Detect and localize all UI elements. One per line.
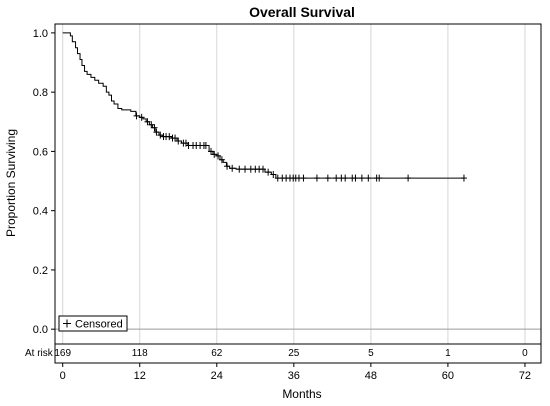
censor-mark <box>208 147 215 155</box>
plot-frame <box>54 23 542 364</box>
at-risk-count: 25 <box>288 348 300 359</box>
axes: 0.0 0.2 0.4 0.6 0.8 1.0 0 12 24 36 48 60 72 <box>33 23 542 382</box>
censor-mark <box>224 162 231 170</box>
x-tick-label: 24 <box>211 370 223 382</box>
at-risk-count: 169 <box>54 348 71 359</box>
censor-mark <box>166 133 173 141</box>
censor-mark <box>242 165 249 173</box>
censor-mark <box>358 174 365 182</box>
at-risk-count: 5 <box>368 348 374 359</box>
grid-lines <box>55 24 541 344</box>
censor-mark <box>260 165 267 173</box>
censor-mark <box>265 168 272 176</box>
y-tick-label: 0.6 <box>33 146 48 158</box>
x-tick-label: 48 <box>365 370 377 382</box>
censor-mark <box>342 174 349 182</box>
at-risk-label: At risk <box>25 348 54 359</box>
censor-mark <box>157 131 164 139</box>
at-risk-count: 118 <box>132 348 148 359</box>
x-tick-label: 0 <box>60 370 66 382</box>
censor-mark <box>313 174 320 182</box>
chart-title: Overall Survival <box>249 4 355 20</box>
censor-mark <box>144 118 151 126</box>
legend-label-censored: Censored <box>75 319 123 331</box>
censor-mark <box>215 152 222 160</box>
censor-mark <box>218 156 225 164</box>
censor-mark <box>133 112 140 120</box>
censor-mark <box>333 174 340 182</box>
censor-marks <box>133 112 467 182</box>
censor-mark <box>236 165 243 173</box>
x-tick-label: 12 <box>134 370 146 382</box>
censor-mark <box>172 134 179 142</box>
censor-mark <box>324 174 331 182</box>
at-risk-row: 169 118 62 25 5 1 0 <box>54 348 528 359</box>
x-tick-label: 36 <box>288 370 300 382</box>
censor-mark <box>300 174 307 182</box>
censor-mark <box>352 174 359 182</box>
censor-mark <box>365 174 372 182</box>
censor-mark <box>270 171 277 179</box>
x-tick-label: 60 <box>442 370 454 382</box>
survival-curve-group <box>62 32 465 179</box>
censor-mark <box>211 150 218 158</box>
at-risk-count: 0 <box>522 348 528 359</box>
censor-mark <box>175 137 182 145</box>
censor-mark <box>148 121 155 129</box>
y-tick-label: 0.2 <box>33 265 48 277</box>
censor-mark <box>151 124 158 132</box>
legend: Censored <box>58 315 128 332</box>
at-risk-count: 62 <box>211 348 223 359</box>
y-axis-label: Proportion Surviving <box>4 129 18 237</box>
censor-mark <box>153 128 160 136</box>
x-axis-label: Months <box>282 387 321 401</box>
y-tick-label: 0.4 <box>33 206 48 218</box>
censor-mark <box>202 141 209 149</box>
censor-mark <box>405 174 412 182</box>
censor-mark <box>460 174 467 182</box>
y-tick-label: 1.0 <box>33 28 48 40</box>
y-tick-label: 0.8 <box>33 87 48 99</box>
censor-mark <box>229 164 236 172</box>
y-tick-label: 0.0 <box>33 324 48 336</box>
survival-curve <box>62 32 465 179</box>
censor-mark <box>138 113 145 121</box>
x-tick-label: 72 <box>519 370 531 382</box>
censor-mark <box>376 174 383 182</box>
at-risk-count: 1 <box>445 348 451 359</box>
legend-box <box>58 315 128 332</box>
